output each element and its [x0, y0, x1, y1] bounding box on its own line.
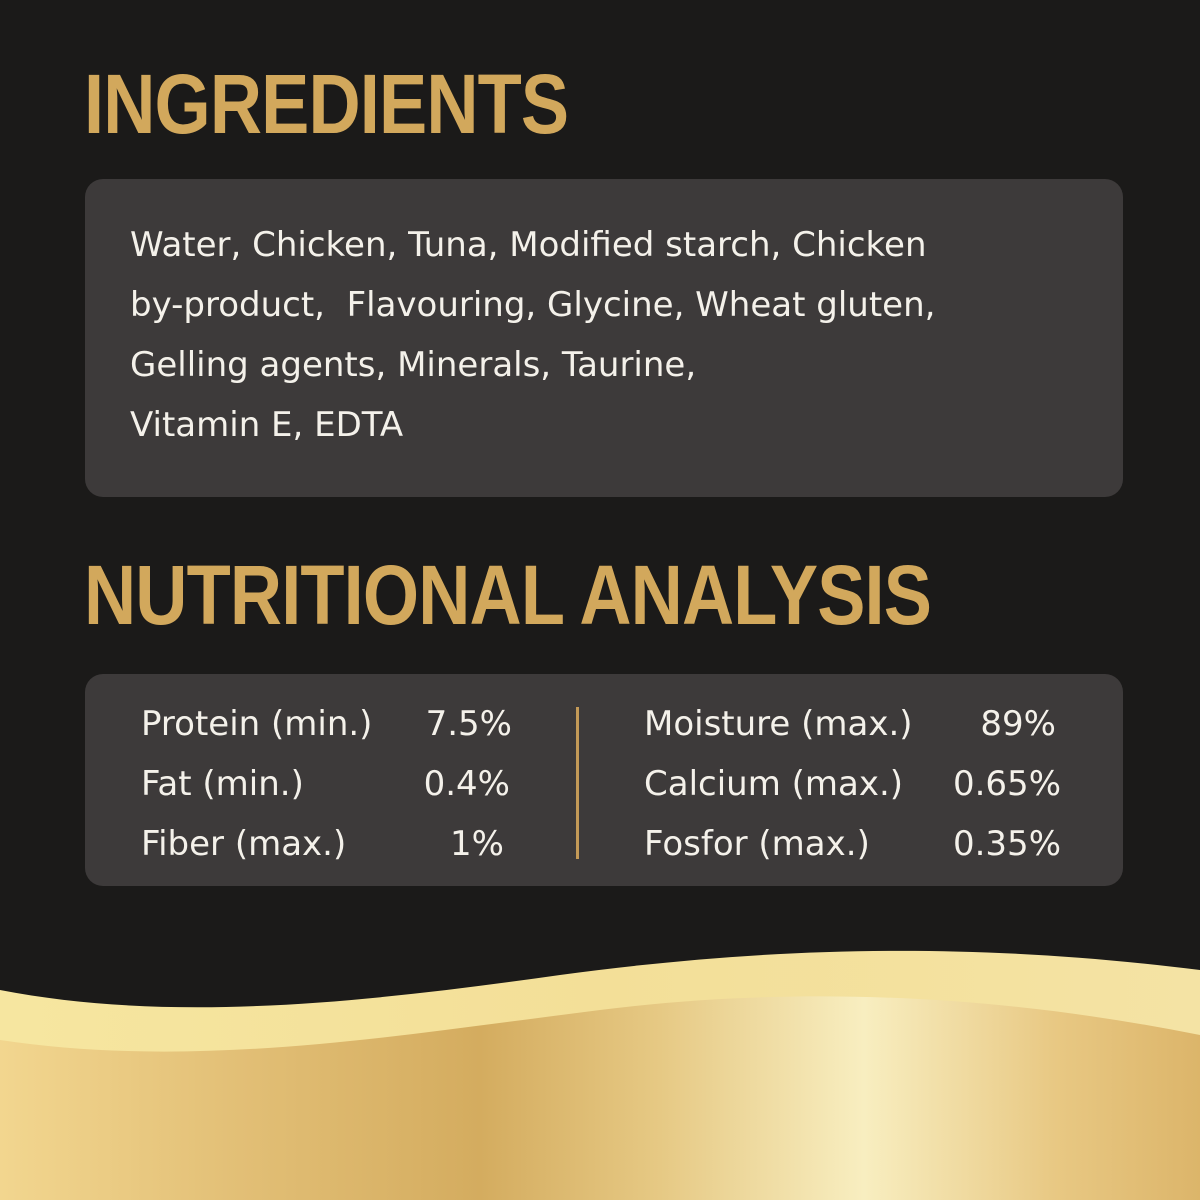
ingredients-line: Water, Chicken, Tuna, Modified starch, C… [130, 225, 927, 265]
nutrient-value-calcium: 0.65% [952, 764, 1061, 804]
nutrition-heading: NUTRITIONAL ANALYSIS [84, 548, 932, 642]
nutrient-label-fat: Fat (min.) [141, 764, 304, 804]
nutrient-value-fat: 0.4% [423, 764, 510, 804]
nutrient-label-protein: Protein (min.) [141, 704, 373, 744]
ingredients-line: Gelling agents, Minerals, Taurine, [130, 345, 697, 385]
nutrient-value-moisture: 89% [980, 704, 1056, 744]
nutrient-label-moisture: Moisture (max.) [644, 704, 913, 744]
ingredients-heading: INGREDIENTS [84, 57, 569, 151]
ingredients-panel: Water, Chicken, Tuna, Modified starch, C… [85, 179, 1123, 497]
nutrition-panel: Protein (min.) 7.5% Fat (min.) 0.4% Fibe… [85, 674, 1123, 886]
ingredients-line: by-product, Flavouring, Glycine, Wheat g… [130, 285, 936, 325]
nutrient-label-fiber: Fiber (max.) [141, 824, 347, 864]
nutrient-value-fiber: 1% [450, 824, 504, 864]
nutrient-label-fosfor: Fosfor (max.) [644, 824, 870, 864]
ingredients-line: Vitamin E, EDTA [130, 405, 404, 445]
gold-wave-decoration [0, 950, 1200, 1200]
nutrient-value-fosfor: 0.35% [952, 824, 1061, 864]
nutrient-value-protein: 7.5% [425, 704, 512, 744]
nutrient-label-calcium: Calcium (max.) [644, 764, 904, 804]
column-divider [576, 707, 579, 859]
